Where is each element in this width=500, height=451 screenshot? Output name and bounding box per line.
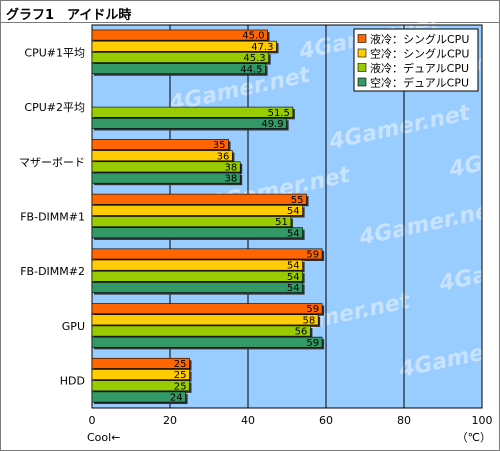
category-label: FB-DIMM#2 [20,265,85,278]
legend-swatch [357,63,367,72]
bar [91,40,277,52]
bar-value-label: 54 [287,283,300,294]
bar-value-label: 51 [275,217,288,228]
bar-value-label: 47.3 [251,42,273,53]
bar [91,391,186,403]
bar [91,303,323,315]
title-divider [1,22,499,23]
legend-entry: 液冷：シングルCPU [370,32,469,46]
category-label: GPU [62,320,85,333]
bar-value-label: 59 [306,250,319,261]
bar [91,193,307,205]
bar [91,314,319,326]
bar [91,227,303,239]
x-tick-label: 100 [472,414,493,427]
x-tick-label: 40 [241,414,255,427]
bar-value-label: 54 [287,272,300,283]
bar [91,248,323,260]
bar [91,29,268,41]
legend-swatch [357,48,367,58]
category-label: FB-DIMM#1 [20,211,85,224]
legend-swatch [357,34,367,43]
bar-value-label: 45.0 [242,31,264,42]
category-label: CPU#1平均 [24,46,85,59]
legend-entry: 空冷：デュアルCPU [370,76,469,90]
legend-entry: 空冷：シングルCPU [370,47,469,61]
bar [91,380,190,392]
bar-value-label: 25 [174,370,187,381]
x-tick-label: 60 [319,414,333,427]
bar [91,117,287,129]
bar-value-label: 51.5 [268,108,290,119]
bar [91,325,311,337]
legend-entry: 液冷：デュアルCPU [370,61,469,75]
bar [91,205,303,216]
bar-value-label: 54 [287,261,300,272]
bar [91,369,190,380]
bar-value-label: 24 [170,393,183,404]
bar [91,216,292,227]
bar-value-label: 36 [217,151,230,162]
bar-value-label: 45.3 [243,53,265,64]
bar-value-label: 56 [295,327,308,338]
bar-value-label: 35 [213,140,226,151]
bar [91,172,241,184]
category-label: HDD [60,375,85,388]
bar [91,336,323,348]
category-label: マザーボード [19,156,85,169]
bar-value-label: 59 [306,304,319,315]
bar-value-label: 44.5 [240,64,262,75]
bar-value-label: 49.9 [261,119,283,130]
x-axis-label-right: （℃） [457,431,491,444]
bar [91,259,303,271]
bar-value-label: 54 [287,206,300,217]
bar [91,63,266,75]
bar-value-label: 25 [174,359,187,370]
bar-value-label: 54 [287,228,300,239]
bar [91,357,190,369]
bar [91,52,269,63]
bar [91,150,233,162]
bar [91,270,303,282]
x-tick-label: 80 [397,414,411,427]
category-label: CPU#2平均 [24,101,85,114]
bar [91,139,229,150]
bar-value-label: 38 [224,162,237,173]
bar-value-label: 38 [224,174,237,185]
bar-value-label: 59 [306,338,319,349]
bar-value-label: 55 [291,195,304,206]
x-axis-label-left: Cool← [87,431,120,444]
chart-title: グラフ1 アイドル時 [6,8,132,23]
bar-value-label: 58 [302,315,315,326]
x-tick-label: 20 [163,414,177,427]
bar [91,161,241,173]
legend-swatch [357,77,367,87]
x-tick-label: 0 [89,414,96,427]
legend-box [353,28,479,92]
bar [91,106,294,118]
bar [91,282,303,293]
bar-value-label: 25 [174,381,187,392]
